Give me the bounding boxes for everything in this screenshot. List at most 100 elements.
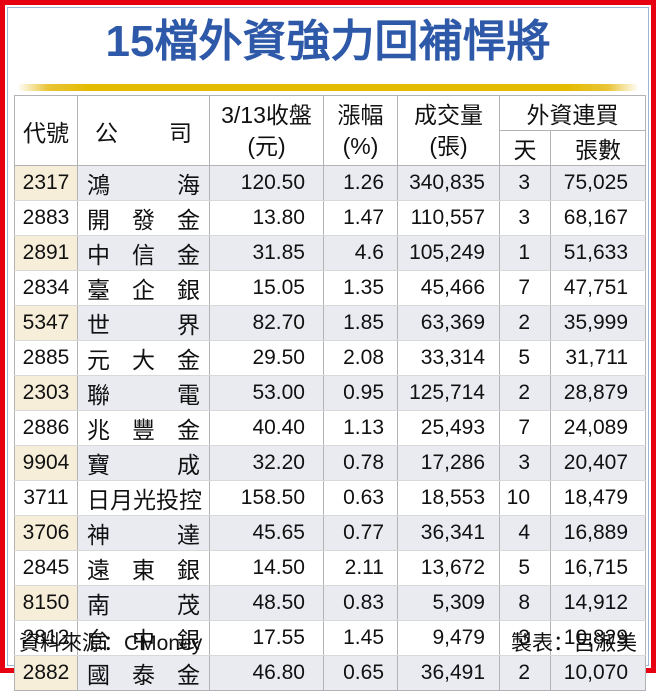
cell-lots: 51,633: [550, 235, 646, 271]
cell-lots: 10,070: [550, 655, 646, 691]
cell-volume: 45,466: [397, 270, 500, 306]
cell-days: 7: [499, 410, 551, 446]
cell-code: 2303: [14, 375, 78, 411]
cell-close: 40.40: [209, 410, 324, 446]
stock-table: 代號 公司 3/13收盤 (元) 漲幅 (%) 成交量: [14, 95, 646, 691]
col-header-volume: 成交量 (張): [397, 95, 500, 166]
table-row: 5347 世界 82.70 1.85 63,369 2 35,999: [14, 305, 646, 341]
table-row: 2883 開發金 13.80 1.47 110,557 3 68,167: [14, 200, 646, 236]
col-header-close-line2: (元): [247, 133, 286, 159]
cell-change: 0.83: [323, 585, 398, 621]
cell-company: 鴻海: [77, 165, 210, 201]
cell-change: 1.13: [323, 410, 398, 446]
col-header-close-line1: 3/13收盤: [221, 102, 312, 128]
cell-days: 5: [499, 550, 551, 586]
cell-close: 29.50: [209, 340, 324, 376]
cell-change: 0.65: [323, 655, 398, 691]
cell-volume: 25,493: [397, 410, 500, 446]
cell-change: 0.95: [323, 375, 398, 411]
footer: 資料來源：CMoney 製表：呂淑美: [19, 631, 637, 657]
cell-close: 15.05: [209, 270, 324, 306]
footer-credit: 製表：呂淑美: [511, 632, 637, 655]
cell-volume: 105,249: [397, 235, 500, 271]
cell-lots: 16,889: [550, 515, 646, 551]
cell-company: 聯電: [77, 375, 210, 411]
cell-code: 2883: [14, 200, 78, 236]
cell-volume: 110,557: [397, 200, 500, 236]
cell-code: 8150: [14, 585, 78, 621]
cell-volume: 340,835: [397, 165, 500, 201]
cell-volume: 36,341: [397, 515, 500, 551]
table-row: 2317 鴻海 120.50 1.26 340,835 3 75,025: [14, 165, 646, 201]
cell-company: 臺企銀: [77, 270, 210, 306]
cell-days: 3: [499, 200, 551, 236]
cell-days: 10: [499, 480, 551, 516]
cell-company: 世界: [77, 305, 210, 341]
cell-days: 3: [499, 445, 551, 481]
cell-change: 1.35: [323, 270, 398, 306]
cell-volume: 17,286: [397, 445, 500, 481]
cell-change: 1.47: [323, 200, 398, 236]
cell-lots: 16,715: [550, 550, 646, 586]
cell-company: 南茂: [77, 585, 210, 621]
cell-lots: 47,751: [550, 270, 646, 306]
cell-change: 1.45: [323, 620, 398, 656]
table-row: 2812 台中銀 17.55 1.45 9,479 3 10,829: [14, 620, 646, 656]
table-row: 2891 中信金 31.85 4.6 105,249 1 51,633: [14, 235, 646, 271]
col-header-lots: 張數: [550, 130, 646, 166]
cell-change: 1.26: [323, 165, 398, 201]
table-row: 2303 聯電 53.00 0.95 125,714 2 28,879: [14, 375, 646, 411]
cell-change: 0.63: [323, 480, 398, 516]
cell-lots: 24,089: [550, 410, 646, 446]
stock-table-body: 2317 鴻海 120.50 1.26 340,835 3 75,025 2883 開發金 13.…: [14, 165, 646, 691]
cell-change: 0.78: [323, 445, 398, 481]
table-row: 3711 日月光投控 158.50 0.63 18,553 10 18,479: [14, 480, 646, 516]
cell-company: 元大金: [77, 340, 210, 376]
cell-code: 2834: [14, 270, 78, 306]
cell-company: 寶成: [77, 445, 210, 481]
cell-code: 2885: [14, 340, 78, 376]
cell-days: 4: [499, 515, 551, 551]
cell-code: 3706: [14, 515, 78, 551]
cell-lots: 14,912: [550, 585, 646, 621]
cell-lots: 68,167: [550, 200, 646, 236]
col-header-volume-line1: 成交量: [414, 102, 483, 128]
cell-days: 2: [499, 305, 551, 341]
table-row: 2886 兆豐金 40.40 1.13 25,493 7 24,089: [14, 410, 646, 446]
cell-volume: 13,672: [397, 550, 500, 586]
cell-close: 82.70: [209, 305, 324, 341]
cell-close: 17.55: [209, 620, 324, 656]
table-row: 2834 臺企銀 15.05 1.35 45,466 7 47,751: [14, 270, 646, 306]
col-header-days: 天: [499, 130, 551, 166]
col-header-change-line2: (%): [342, 133, 379, 159]
cell-volume: 125,714: [397, 375, 500, 411]
cell-company: 國泰金: [77, 655, 210, 691]
cell-close: 13.80: [209, 200, 324, 236]
cell-lots: 35,999: [550, 305, 646, 341]
cell-days: 3: [499, 165, 551, 201]
cell-code: 2812: [14, 620, 78, 656]
cell-code: 2891: [14, 235, 78, 271]
cell-lots: 20,407: [550, 445, 646, 481]
cell-change: 1.85: [323, 305, 398, 341]
cell-company: 遠東銀: [77, 550, 210, 586]
cell-days: 2: [499, 375, 551, 411]
col-header-close: 3/13收盤 (元): [209, 95, 324, 166]
cell-volume: 63,369: [397, 305, 500, 341]
cell-days: 8: [499, 585, 551, 621]
col-header-change: 漲幅 (%): [323, 95, 398, 166]
cell-change: 2.11: [323, 550, 398, 586]
cell-change: 4.6: [323, 235, 398, 271]
inner-panel: 15檔外資強力回補悍將 代號 公司 3/13收盤 (元): [7, 7, 649, 691]
cell-code: 2317: [14, 165, 78, 201]
col-header-code: 代號: [14, 95, 78, 166]
cell-days: 3: [499, 620, 551, 656]
cell-days: 1: [499, 235, 551, 271]
cell-lots: 18,479: [550, 480, 646, 516]
cell-days: 7: [499, 270, 551, 306]
table-row: 2885 元大金 29.50 2.08 33,314 5 31,711: [14, 340, 646, 376]
cell-lots: 31,711: [550, 340, 646, 376]
cell-company: 開發金: [77, 200, 210, 236]
cell-change: 2.08: [323, 340, 398, 376]
cell-volume: 36,491: [397, 655, 500, 691]
